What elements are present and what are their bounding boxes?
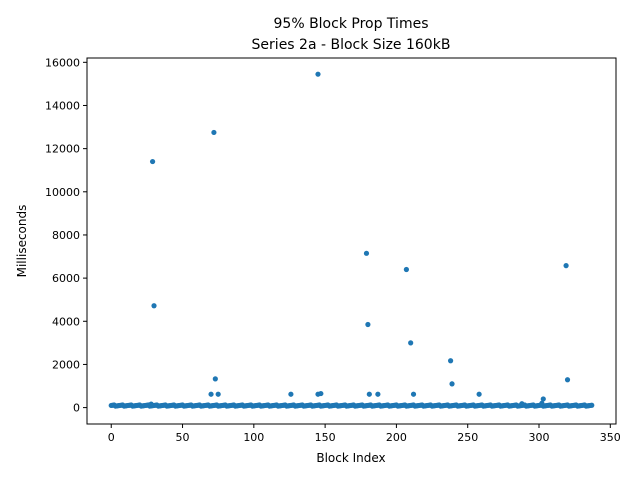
x-tick-label: 0 xyxy=(108,431,115,444)
x-tick-label: 100 xyxy=(243,431,264,444)
data-point xyxy=(563,263,569,269)
data-point xyxy=(449,381,455,387)
data-point xyxy=(519,401,525,407)
x-tick-label: 350 xyxy=(600,431,621,444)
y-tick-label: 4000 xyxy=(52,315,80,328)
data-point xyxy=(540,396,546,402)
x-tick-label: 150 xyxy=(315,431,336,444)
data-point xyxy=(148,401,154,407)
data-point xyxy=(363,250,370,256)
data-point xyxy=(318,390,324,397)
chart-subtitle: Series 2a - Block Size 160kB xyxy=(252,37,451,53)
data-point xyxy=(208,391,214,397)
data-point xyxy=(403,266,409,273)
y-axis-label: Milliseconds xyxy=(15,205,29,278)
x-axis: 0 50 100 150 200 250 300 350 xyxy=(108,424,621,444)
data-point xyxy=(447,358,454,364)
data-point xyxy=(375,391,381,397)
x-axis-label: Block Index xyxy=(316,451,385,465)
data-point xyxy=(211,129,217,136)
y-tick-label: 8000 xyxy=(52,229,80,242)
plot-frame xyxy=(86,57,617,425)
data-point xyxy=(365,321,371,328)
data-point xyxy=(589,402,595,408)
data-point xyxy=(215,391,221,397)
x-tick-label: 50 xyxy=(176,431,190,444)
y-tick-label: 6000 xyxy=(52,272,80,285)
data-point xyxy=(366,391,372,397)
x-tick-label: 250 xyxy=(457,431,478,444)
y-tick-label: 14000 xyxy=(45,99,80,112)
y-axis: 0 2000 4000 6000 8000 10000 12000 14000 16000 xyxy=(45,56,87,415)
chart-title: 95% Block Prop Times xyxy=(274,16,429,32)
data-point xyxy=(539,400,545,406)
y-tick-label: 12000 xyxy=(45,143,80,156)
data-point xyxy=(151,303,157,309)
data-point xyxy=(315,71,321,77)
x-tick-label: 300 xyxy=(529,431,550,444)
data-point xyxy=(288,391,294,397)
y-tick-label: 10000 xyxy=(45,186,80,199)
y-tick-label: 2000 xyxy=(52,358,80,371)
data-point xyxy=(212,376,218,382)
y-tick-label: 0 xyxy=(73,402,80,415)
plot-area xyxy=(108,71,595,409)
data-point xyxy=(564,377,571,383)
y-tick-label: 16000 xyxy=(45,56,80,69)
data-point xyxy=(149,158,156,165)
data-point xyxy=(476,391,482,397)
data-point xyxy=(408,340,414,346)
x-tick-label: 200 xyxy=(386,431,407,444)
data-point xyxy=(410,391,417,397)
